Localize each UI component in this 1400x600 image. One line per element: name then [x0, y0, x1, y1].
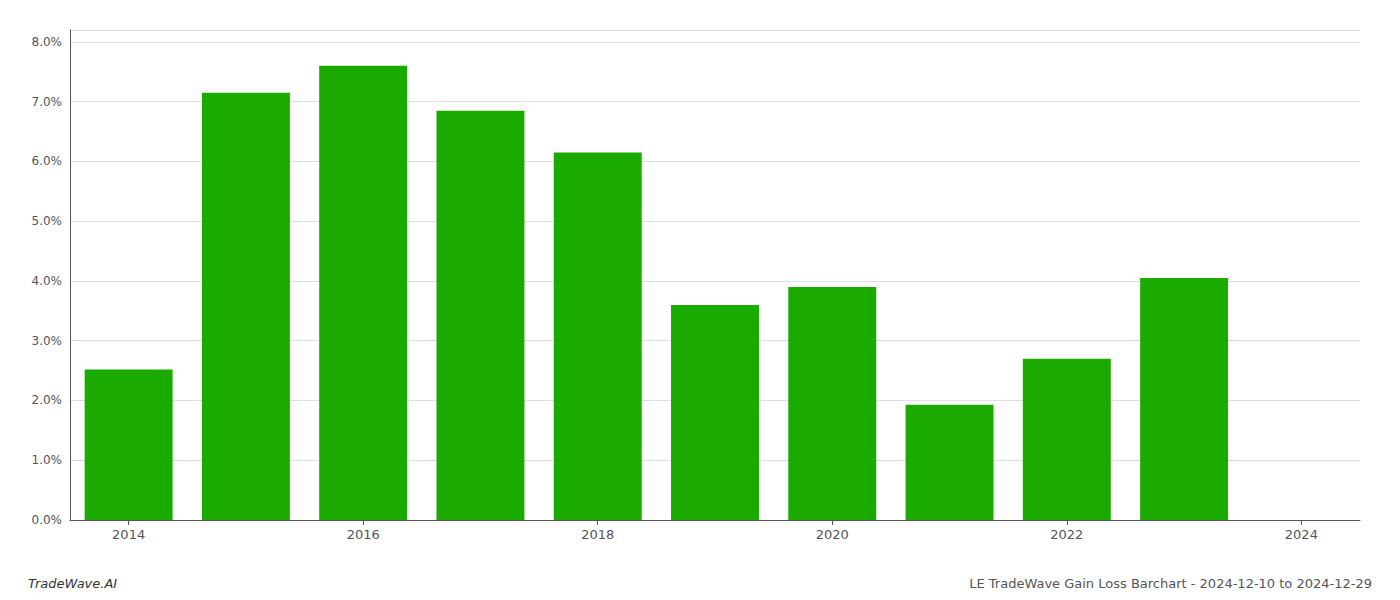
svg-text:3.0%: 3.0% — [32, 334, 63, 348]
svg-text:0.0%: 0.0% — [32, 513, 63, 527]
svg-text:2022: 2022 — [1050, 527, 1083, 542]
svg-text:2020: 2020 — [816, 527, 849, 542]
svg-text:2024: 2024 — [1285, 527, 1318, 542]
svg-text:7.0%: 7.0% — [32, 95, 63, 109]
svg-text:4.0%: 4.0% — [32, 274, 63, 288]
svg-text:TradeWave.AI: TradeWave.AI — [28, 576, 117, 591]
svg-text:2014: 2014 — [112, 527, 145, 542]
svg-text:LE TradeWave Gain Loss Barchar: LE TradeWave Gain Loss Barchart - 2024-1… — [969, 576, 1372, 591]
svg-text:1.0%: 1.0% — [32, 453, 63, 467]
svg-text:8.0%: 8.0% — [32, 35, 63, 49]
svg-text:5.0%: 5.0% — [32, 214, 63, 228]
svg-text:2.0%: 2.0% — [32, 393, 63, 407]
svg-text:2018: 2018 — [581, 527, 614, 542]
svg-text:2016: 2016 — [347, 527, 380, 542]
svg-text:6.0%: 6.0% — [32, 154, 63, 168]
